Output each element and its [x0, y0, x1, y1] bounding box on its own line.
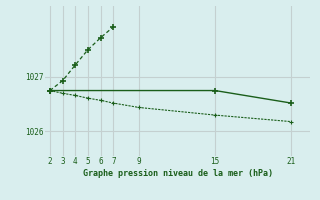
X-axis label: Graphe pression niveau de la mer (hPa): Graphe pression niveau de la mer (hPa) [83, 169, 273, 178]
